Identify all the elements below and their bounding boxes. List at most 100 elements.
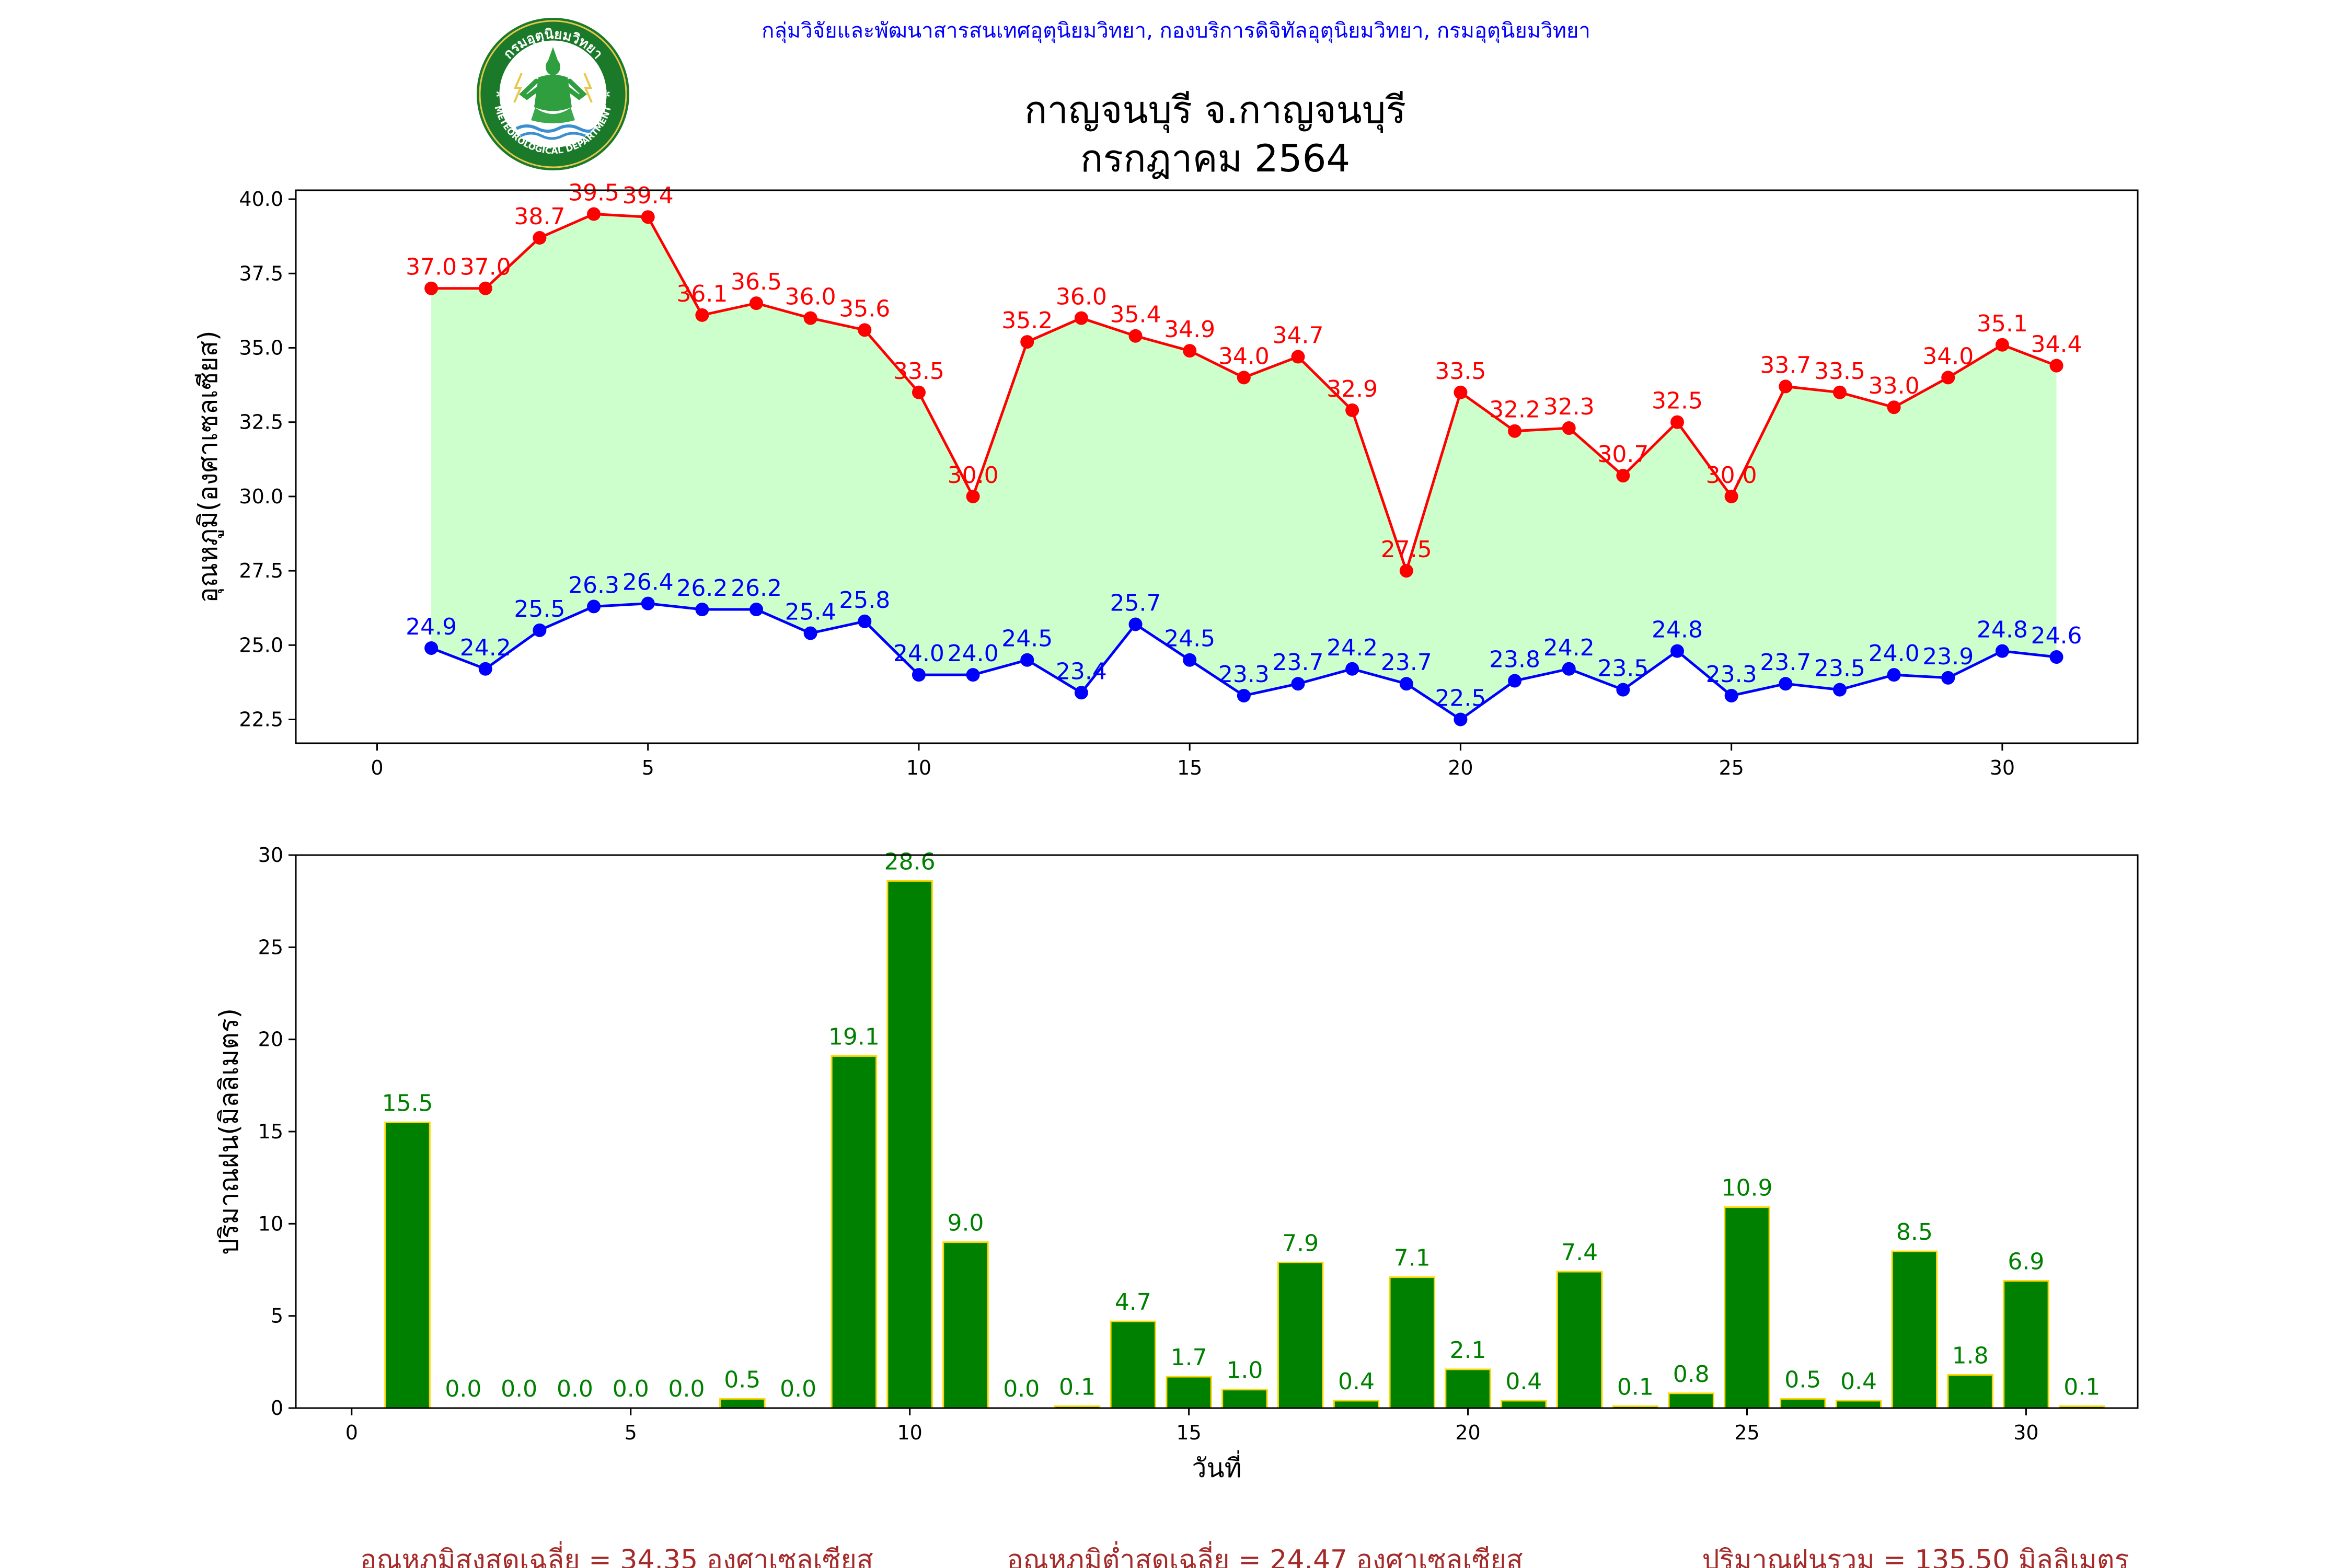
rainfall-bar-label: 0.5 — [724, 1366, 760, 1393]
rainfall-bar-label: 0.0 — [557, 1376, 593, 1402]
rainfall-bar — [1333, 1400, 1380, 1409]
max-temp-label: 34.0 — [1218, 343, 1270, 370]
rainfall-bar — [1501, 1400, 1547, 1409]
rainfall-bar — [1445, 1368, 1491, 1409]
max-temp-label: 36.0 — [785, 284, 836, 310]
max-temp-label: 33.5 — [893, 358, 944, 385]
rainfall-x-tick-label: 20 — [1455, 1421, 1480, 1444]
min-temp-label: 24.5 — [1164, 626, 1215, 652]
min-temp-point — [533, 623, 547, 637]
max-temp-label: 27.5 — [1381, 536, 1432, 563]
min-temp-point — [1345, 662, 1359, 676]
min-temp-label: 24.8 — [1977, 617, 2028, 643]
max-temp-label: 32.9 — [1327, 376, 1378, 402]
logo-water-2 — [520, 132, 586, 140]
rainfall-bar — [831, 1055, 878, 1409]
max-temp-label: 32.2 — [1489, 397, 1540, 423]
max-temp-label: 30.7 — [1597, 441, 1648, 468]
min-temp-label: 25.7 — [1110, 590, 1161, 616]
max-temp-label: 37.0 — [406, 254, 457, 281]
min-temp-label: 24.5 — [1001, 626, 1053, 652]
max-temp-point — [2049, 359, 2063, 373]
min-temp-label: 26.3 — [568, 572, 619, 598]
rainfall-bar-label: 4.7 — [1115, 1289, 1151, 1316]
min-temp-point — [1128, 617, 1143, 631]
footer-avg-max-temp: อุณหภูมิสูงสุดเฉลี่ย = 34.35 องศาเซลเซีย… — [360, 1541, 873, 1568]
max-temp-label: 32.5 — [1652, 388, 1703, 414]
rainfall-plot-frame — [295, 854, 2139, 1409]
min-temp-point — [803, 626, 817, 640]
rainfall-bar — [1947, 1374, 1993, 1409]
max-temp-point — [1508, 424, 1522, 438]
rainfall-panel: 15.5 0.0 0.0 0.0 0.0 0.0 0.5 0.0 19.1 28.6 9.0 0.0 0… — [214, 844, 2139, 1483]
min-temp-label: 23.5 — [1597, 655, 1648, 682]
min-temp-point — [1941, 671, 1955, 685]
max-temp-label: 34.7 — [1272, 322, 1323, 349]
rainfall-bar-label: 0.1 — [2063, 1374, 2100, 1400]
min-temp-point — [1020, 653, 1034, 667]
min-temp-label: 26.4 — [622, 569, 674, 596]
max-temp-point — [1779, 379, 1793, 394]
logo-water — [515, 124, 596, 133]
logo-lightning — [513, 73, 523, 103]
rainfall-y-tick-label: 5 — [271, 1305, 283, 1328]
rainfall-x-axis-label: วันที่ — [1192, 1450, 1241, 1483]
max-temp-label: 33.5 — [1435, 358, 1486, 385]
temperature-y-tick-label: 27.5 — [239, 559, 283, 582]
temperature-y-tick-label: 32.5 — [239, 411, 283, 434]
min-temp-point — [641, 596, 655, 610]
temperature-x-tick-label: 30 — [1990, 756, 2015, 779]
max-temp-label: 33.7 — [1760, 352, 1811, 378]
logo-figure-arms — [519, 78, 587, 100]
logo-star-right: ✲ — [601, 88, 610, 101]
logo-figure-legs — [531, 108, 575, 123]
logo-star-left: ✲ — [495, 88, 505, 101]
min-temp-point — [695, 603, 709, 617]
rainfall-bar-label: 0.1 — [1059, 1374, 1096, 1400]
min-temp-point — [1183, 653, 1197, 667]
min-temp-label: 24.0 — [948, 640, 999, 667]
max-temp-label: 33.5 — [1814, 358, 1865, 385]
max-temp-label: 35.2 — [1001, 307, 1053, 334]
rainfall-bar-label: 2.1 — [1450, 1337, 1486, 1364]
rainfall-bar — [1891, 1250, 1938, 1409]
max-temp-label: 39.4 — [622, 182, 674, 209]
temperature-y-tick-label: 25.0 — [239, 633, 283, 656]
min-temp-label: 24.2 — [460, 635, 511, 661]
max-temp-point — [1887, 400, 1901, 414]
rainfall-x-tick-label: 30 — [2013, 1421, 2038, 1444]
logo-inner-ring — [498, 39, 608, 149]
rainfall-y-tick-label: 30 — [258, 844, 283, 867]
max-temp-label: 32.3 — [1543, 394, 1595, 420]
rainfall-bar-label: 0.0 — [780, 1376, 816, 1402]
rainfall-bar-label: 1.0 — [1226, 1357, 1263, 1384]
max-temp-point — [1399, 564, 1413, 578]
max-temp-point — [750, 296, 763, 310]
meteorological-department-logo: กรมอุตุนิยมวิทยา METEOROLOGICAL DEPARTME… — [477, 18, 629, 170]
min-temp-label: 23.3 — [1706, 661, 1757, 688]
max-temp-label: 35.4 — [1110, 302, 1161, 328]
max-temp-point — [1291, 350, 1305, 364]
rainfall-bar-label: 7.9 — [1282, 1230, 1319, 1256]
chart-title-month: กรกฎาคม 2564 — [1080, 136, 1350, 180]
min-temp-label: 24.2 — [1327, 635, 1378, 661]
chart-title-station: กาญจนบุรี จ.กาญจนบุรี — [1024, 88, 1406, 133]
min-temp-label: 25.5 — [514, 596, 565, 622]
rainfall-bar-label: 6.9 — [2008, 1249, 2044, 1275]
min-temp-point — [1779, 677, 1793, 691]
max-temp-point — [478, 281, 492, 295]
max-temp-point — [1454, 385, 1468, 399]
rainfall-bar — [719, 1398, 766, 1409]
min-temp-label: 24.0 — [1869, 640, 1920, 667]
min-temp-point — [478, 662, 492, 676]
rainfall-bar-label: 0.4 — [1505, 1368, 1542, 1395]
max-temp-label: 38.7 — [514, 203, 565, 230]
min-temp-label: 22.5 — [1435, 685, 1486, 711]
max-temp-point — [1616, 469, 1630, 483]
max-temp-label: 30.0 — [948, 462, 999, 489]
rainfall-y-tick-label: 25 — [258, 936, 283, 959]
temperature-range-fill — [431, 214, 2057, 720]
temperature-plot-frame — [295, 189, 2139, 744]
rainfall-bar — [1221, 1389, 1268, 1409]
rainfall-bar — [1780, 1398, 1826, 1409]
